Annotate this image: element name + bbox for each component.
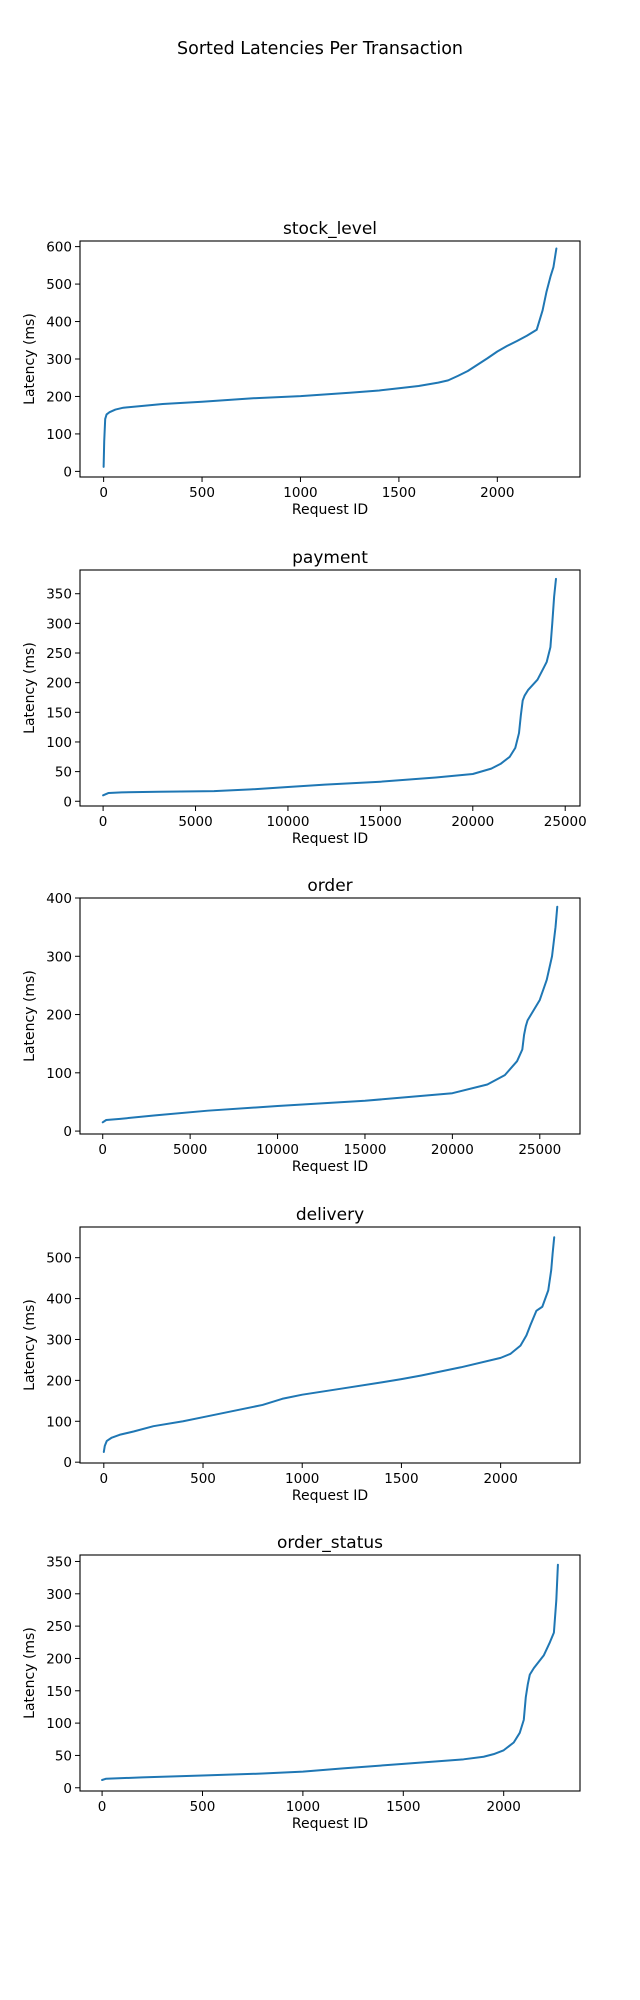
x-axis-label: Request ID <box>292 1488 368 1504</box>
subplot-delivery: delivery 0 500 1000 1500 2000 0 100 200 300 400 500… <box>22 1205 581 1504</box>
y-tick-label: 0 <box>63 1455 72 1471</box>
y-tick-label: 200 <box>46 1008 72 1024</box>
y-tick-label: 200 <box>46 1651 72 1667</box>
y-axis-label: Latency (ms) <box>22 1627 38 1719</box>
latency-line <box>102 577 557 797</box>
y-tick-label: 400 <box>46 1292 72 1308</box>
x-tick-label: 500 <box>189 485 215 501</box>
subplot-title: order <box>307 876 352 896</box>
subplot-order-status: order_status 0 500 1000 1500 2000 0 50 100 150 200… <box>22 1533 581 1832</box>
y-tick-label: 400 <box>46 891 72 907</box>
x-tick-label: 10000 <box>266 814 309 830</box>
y-tick-label: 500 <box>46 277 72 293</box>
y-tick-label: 0 <box>63 1781 72 1797</box>
subplot-stock-level: stock_level 0 500 1000 1500 2000 0 100 200 300 400… <box>22 219 581 518</box>
y-tick-label: 100 <box>46 735 72 751</box>
y-tick-label: 300 <box>46 352 72 368</box>
x-tick-label: 10000 <box>256 1142 299 1158</box>
y-tick-label: 200 <box>46 389 72 405</box>
x-tick-label: 20000 <box>451 814 494 830</box>
x-tick-label: 25000 <box>518 1142 561 1158</box>
y-tick-label: 300 <box>46 949 72 965</box>
y-tick-label: 200 <box>46 1373 72 1389</box>
axes-frame <box>79 569 581 807</box>
y-tick-label: 0 <box>63 794 72 810</box>
latency-line <box>102 1236 556 1453</box>
y-tick-label: 250 <box>46 1619 72 1635</box>
y-tick-label: 50 <box>55 1748 72 1764</box>
subplot-title: delivery <box>296 1205 364 1225</box>
y-tick-label: 0 <box>63 464 72 480</box>
x-axis-label: Request ID <box>292 502 368 518</box>
x-tick-label: 5000 <box>173 1142 207 1158</box>
x-tick-label: 2000 <box>487 1799 521 1815</box>
y-tick-label: 150 <box>46 1684 72 1700</box>
y-tick-label: 300 <box>46 1587 72 1603</box>
x-axis-label: Request ID <box>292 1816 368 1832</box>
y-tick-label: 50 <box>55 765 72 781</box>
x-tick-label: 5000 <box>178 814 212 830</box>
axes-frame <box>79 897 581 1135</box>
x-tick-label: 25000 <box>544 814 587 830</box>
y-tick-label: 250 <box>46 646 72 662</box>
y-tick-label: 400 <box>46 315 72 331</box>
x-tick-label: 1000 <box>283 485 317 501</box>
x-tick-label: 2000 <box>483 1471 517 1487</box>
axes-frame <box>79 1226 581 1464</box>
subplot-title: order_status <box>277 1533 383 1553</box>
latency-line <box>101 905 559 1124</box>
latency-line <box>101 1563 559 1782</box>
latency-line <box>102 247 558 468</box>
subplot-title: stock_level <box>283 219 377 239</box>
x-tick-label: 500 <box>190 1799 216 1815</box>
x-tick-label: 2000 <box>480 485 514 501</box>
x-tick-label: 15000 <box>359 814 402 830</box>
x-tick-label: 0 <box>99 485 108 501</box>
x-tick-label: 15000 <box>343 1142 386 1158</box>
y-tick-label: 300 <box>46 1332 72 1348</box>
subplot-order: order 0 5000 10000 15000 20000 25000 0 100 200 300… <box>22 876 581 1175</box>
x-tick-label: 0 <box>100 1471 109 1487</box>
y-axis-label: Latency (ms) <box>22 313 38 405</box>
y-tick-label: 100 <box>46 1716 72 1732</box>
x-tick-label: 500 <box>190 1471 216 1487</box>
x-tick-label: 1000 <box>286 1799 320 1815</box>
y-tick-label: 350 <box>46 1554 72 1570</box>
x-tick-label: 20000 <box>431 1142 474 1158</box>
y-tick-label: 100 <box>46 1414 72 1430</box>
x-tick-label: 1500 <box>384 1471 418 1487</box>
x-tick-label: 0 <box>98 1799 107 1815</box>
y-tick-label: 0 <box>63 1124 72 1140</box>
y-tick-label: 600 <box>46 240 72 256</box>
figure-title: Sorted Latencies Per Transaction <box>177 39 463 59</box>
y-tick-label: 300 <box>46 616 72 632</box>
y-axis-label: Latency (ms) <box>22 1299 38 1391</box>
y-tick-label: 100 <box>46 427 72 443</box>
y-axis-label: Latency (ms) <box>22 970 38 1062</box>
x-tick-label: 1000 <box>285 1471 319 1487</box>
y-axis-label: Latency (ms) <box>22 642 38 734</box>
x-tick-label: 1500 <box>386 1799 420 1815</box>
x-tick-label: 0 <box>99 814 108 830</box>
axes-frame <box>79 1554 581 1792</box>
x-tick-label: 1500 <box>382 485 416 501</box>
y-tick-label: 500 <box>46 1251 72 1267</box>
y-tick-label: 150 <box>46 705 72 721</box>
y-tick-label: 200 <box>46 676 72 692</box>
x-tick-label: 0 <box>98 1142 107 1158</box>
y-tick-label: 350 <box>46 587 72 603</box>
x-axis-label: Request ID <box>292 1159 368 1175</box>
y-tick-label: 100 <box>46 1066 72 1082</box>
subplot-payment: payment 0 5000 10000 15000 20000 25000 0 50 100 15… <box>22 548 587 847</box>
subplot-title: payment <box>292 548 368 568</box>
x-axis-label: Request ID <box>292 831 368 847</box>
